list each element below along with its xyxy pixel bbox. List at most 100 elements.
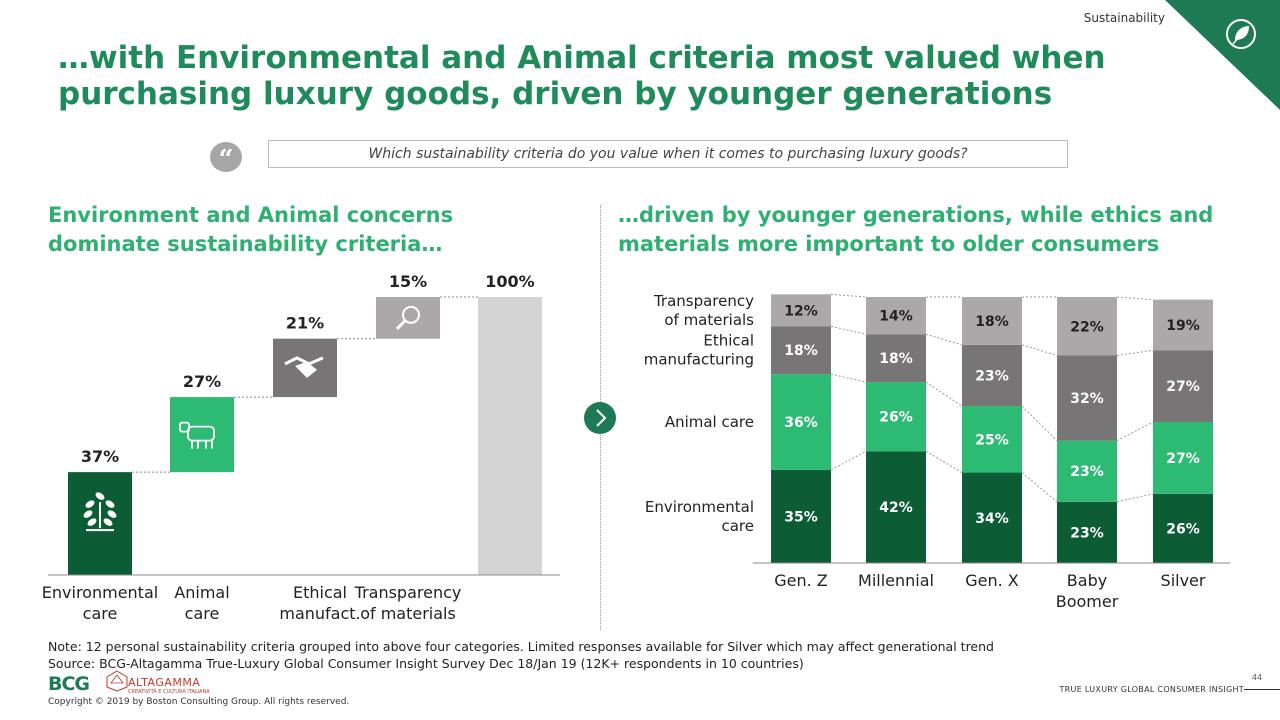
- stacked-segment: [866, 334, 926, 383]
- altagamma-logo: ALTAGAMMA: [128, 676, 201, 689]
- copyright: Copyright © 2019 by Boston Consulting Gr…: [48, 697, 350, 707]
- stacked-segment: [1153, 350, 1213, 423]
- source-text: Source: BCG-Altagamma True-Luxury Global…: [48, 656, 804, 671]
- left-subhead: Environment and Animal concerns dominate…: [48, 203, 454, 256]
- series-label: Transparency: [653, 292, 754, 310]
- series-label: Animal care: [665, 413, 754, 431]
- segment-label: 19%: [1166, 318, 1200, 334]
- page-number: 44: [1251, 673, 1262, 682]
- corner-banner: [1165, 0, 1280, 110]
- segment-label: 12%: [784, 303, 818, 319]
- waterfall-chart: 37% 27% 21% 15% 100% Environmental care Animal c…: [42, 272, 560, 623]
- section-tag: Sustainability: [1083, 11, 1165, 25]
- leaf-icon: [1226, 19, 1256, 49]
- connector-line: [1116, 349, 1154, 357]
- connector-line: [925, 450, 963, 473]
- category-label: Environmental: [42, 583, 158, 602]
- category-label: manufact.: [279, 604, 360, 623]
- altagamma-tagline: CREATIVITÀ E CULTURA ITALIANA: [128, 689, 210, 695]
- segment-label: 23%: [975, 368, 1009, 384]
- magnifier-handle: [395, 319, 407, 330]
- category-label: Boomer: [1056, 592, 1119, 611]
- segment-label: 25%: [975, 432, 1009, 448]
- plant-leaf: [95, 492, 105, 500]
- right-subhead: …driven by younger generations, while et…: [618, 203, 1214, 256]
- segment-label: 26%: [879, 410, 913, 426]
- magnifier-icon: [395, 305, 420, 330]
- stacked-segment: [1057, 440, 1117, 502]
- category-label: care: [185, 604, 220, 623]
- stacked-segment: [962, 472, 1022, 563]
- stacked-segment: [1057, 355, 1117, 441]
- stacked-segment: [1057, 297, 1117, 356]
- series-label: of materials: [664, 311, 754, 329]
- connector-line: [925, 333, 963, 346]
- category-label: Gen. X: [965, 571, 1019, 590]
- segment-label: 42%: [879, 500, 913, 516]
- category-label: care: [83, 604, 118, 623]
- footer-rule: [1244, 689, 1280, 690]
- connector-line: [830, 450, 867, 471]
- segment-label: 34%: [975, 511, 1009, 527]
- plant-leaf: [87, 518, 97, 526]
- stacked-segment: [771, 326, 831, 375]
- series-label: care: [721, 517, 754, 535]
- stacked-segment: [866, 297, 926, 335]
- category-label: Gen. Z: [774, 571, 828, 590]
- connector-line: [1116, 296, 1154, 301]
- connector-line: [830, 373, 867, 383]
- page-title: …with Environmental and Animal criteria …: [58, 40, 1106, 112]
- magnifier-lens: [402, 305, 420, 324]
- stacked-segment: [771, 469, 831, 563]
- altagamma-logo-icon: [106, 670, 128, 692]
- value-label: 37%: [81, 447, 119, 466]
- stacked-segment: [1153, 422, 1213, 494]
- segment-label: 32%: [1070, 391, 1104, 407]
- footer-report-name: TRUE LUXURY GLOBAL CONSUMER INSIGHT: [1059, 685, 1244, 694]
- series-label: Environmental: [645, 498, 754, 516]
- plant-leaf: [107, 510, 117, 518]
- category-label: Ethical: [293, 583, 347, 602]
- waterfall-bar: [170, 397, 234, 473]
- stacked-segment: [962, 344, 1022, 407]
- category-label: Transparency: [354, 583, 462, 602]
- note-text: Note: 12 personal sustainability criteri…: [48, 639, 994, 654]
- value-label: 15%: [389, 272, 427, 291]
- stacked-segment: [771, 374, 831, 470]
- category-label: Baby: [1067, 571, 1107, 590]
- category-label: Millennial: [858, 571, 934, 590]
- connector-line: [1116, 493, 1154, 503]
- question-box: [268, 140, 1068, 168]
- segment-label: 36%: [784, 415, 818, 431]
- value-label: 100%: [485, 272, 534, 291]
- series-label: Ethical: [703, 332, 754, 350]
- connector-line: [830, 293, 867, 298]
- stacked-segment: [1153, 299, 1213, 351]
- value-label: 27%: [183, 372, 221, 391]
- segment-label: 27%: [1166, 451, 1200, 467]
- stacked-segment: [771, 294, 831, 327]
- plant-leaf: [85, 500, 95, 508]
- plant-leaf: [103, 518, 113, 526]
- segment-label: 27%: [1166, 379, 1200, 395]
- footnote: Note: 12 personal sustainability criteri…: [48, 638, 994, 672]
- segment-label: 23%: [1070, 464, 1104, 480]
- cow-body: [187, 425, 215, 442]
- category-label: Silver: [1161, 571, 1206, 590]
- cow-head: [179, 421, 190, 433]
- category-label: of materials: [360, 604, 456, 623]
- segment-label: 18%: [975, 314, 1009, 330]
- connector-line: [1021, 405, 1058, 441]
- plant-leaf: [83, 510, 93, 518]
- stacked-segment: [1057, 501, 1117, 563]
- next-arrow-button[interactable]: [584, 402, 616, 434]
- handshake-icon: [284, 356, 324, 378]
- connector-line: [925, 381, 963, 407]
- waterfall-bar: [478, 297, 542, 575]
- waterfall-bar: [376, 297, 440, 339]
- connector-line: [1021, 472, 1058, 503]
- segment-label: 26%: [1166, 521, 1200, 537]
- handshake-arms: [284, 356, 324, 366]
- connector-line: [1116, 421, 1154, 442]
- series-label: manufacturing: [644, 351, 754, 369]
